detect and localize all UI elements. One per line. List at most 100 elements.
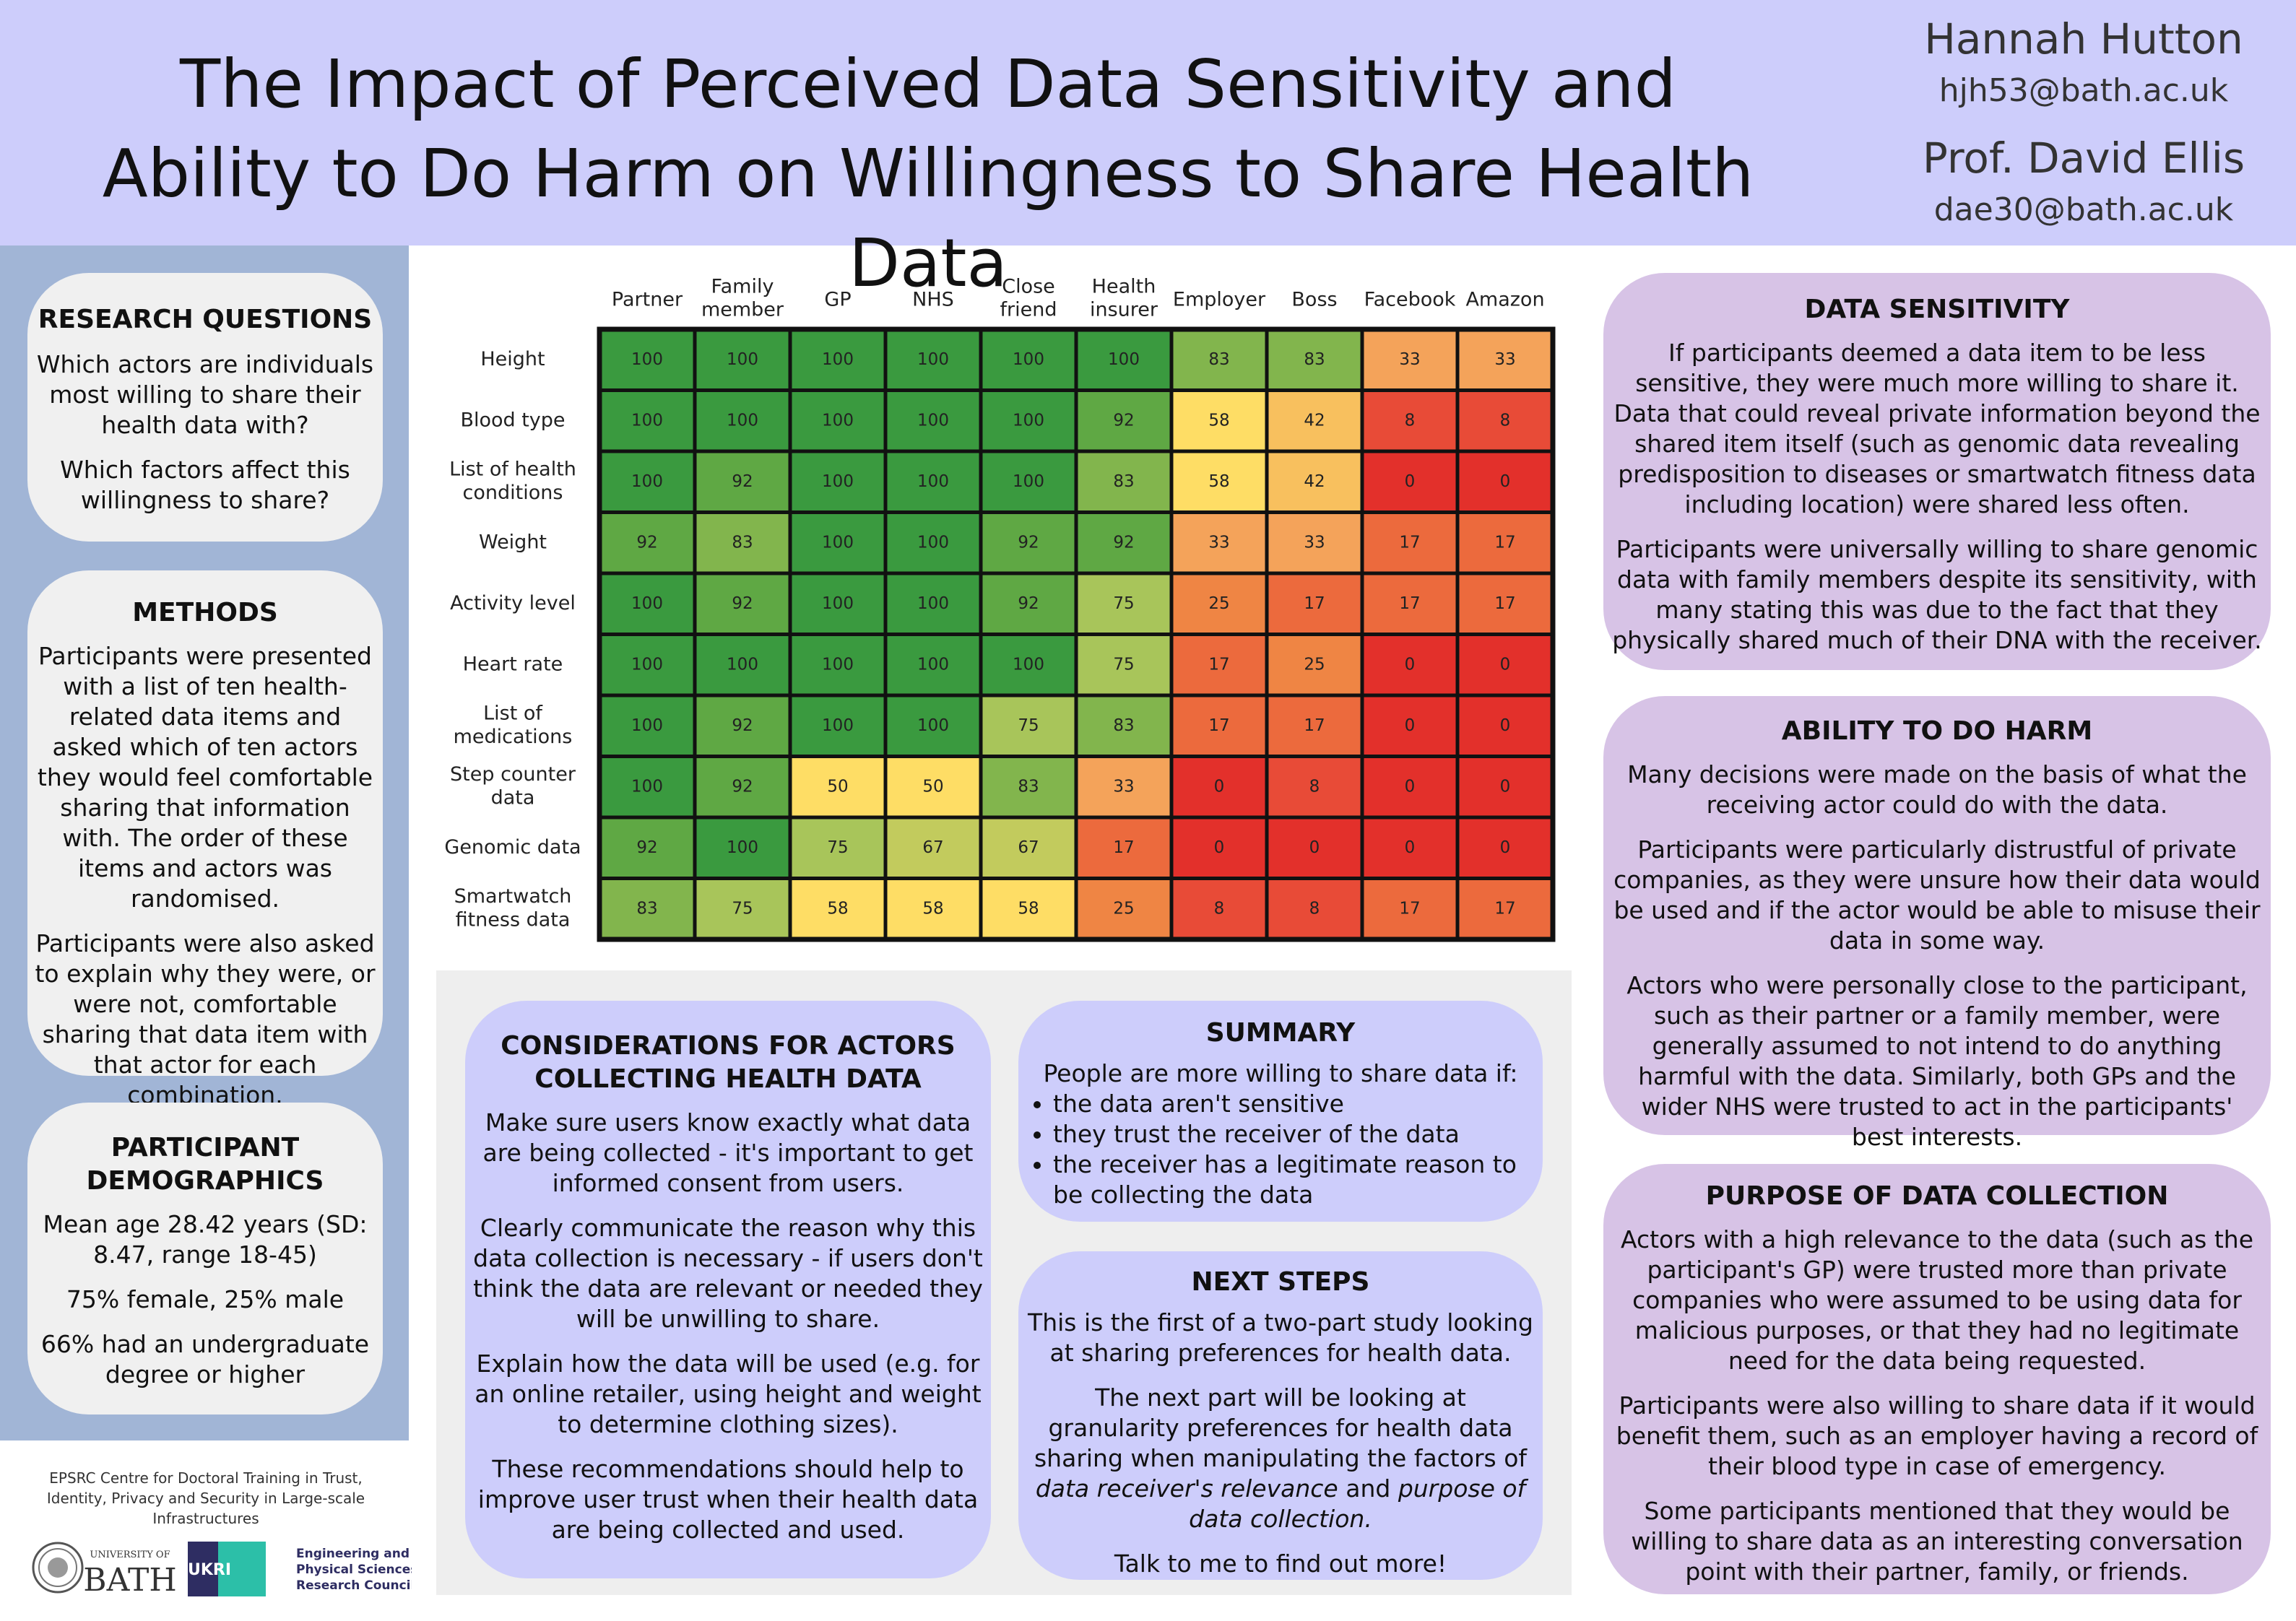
heatmap-cell-value: 100: [822, 411, 854, 430]
heatmap-cell: [1360, 388, 1460, 453]
considerations-box: CONSIDERATIONS FOR ACTORS COLLECTING HEA…: [465, 1001, 991, 1578]
heatmap-row-label: Heart rate: [463, 653, 563, 675]
heatmap-row-label: List of: [483, 703, 543, 725]
heatmap-cell-value: 100: [917, 472, 949, 491]
heatmap-cell-value: 58: [827, 899, 848, 918]
heatmap-row-label: Blood type: [460, 409, 565, 431]
heatmap-cell-value: 17: [1113, 838, 1134, 857]
heatmap-cell: [1455, 571, 1555, 636]
heatmap-row-label: Step counter: [450, 763, 576, 786]
heatmap-cell: [693, 327, 792, 392]
heatmap-cell-value: 83: [1304, 350, 1325, 369]
heatmap-cell-value: 92: [636, 838, 657, 857]
heatmap-cell-value: 75: [1113, 594, 1134, 613]
demographics-heading-line-1: PARTICIPANT: [111, 1133, 300, 1162]
heatmap-cell: [979, 633, 1078, 697]
heatmap-cell: [1074, 449, 1174, 514]
heatmap-cell-value: 83: [1018, 777, 1039, 796]
heatmap-cell-value: 25: [1208, 594, 1229, 613]
heatmap-row-label: Height: [480, 348, 545, 370]
heatmap-cell-value: 33: [1399, 350, 1420, 369]
heatmap-cell-value: 33: [1208, 533, 1229, 552]
considerations-heading-line-1: CONSIDERATIONS FOR ACTORS: [501, 1031, 956, 1061]
heatmap-cell-value: 100: [917, 533, 949, 552]
heatmap-cell-value: 100: [1108, 350, 1140, 369]
ukri-text: UKRI: [188, 1561, 231, 1579]
data-sensitivity-paragraph-1: If participants deemed a data item to be…: [1613, 339, 2261, 518]
heatmap-row-label: medications: [454, 726, 573, 748]
heatmap-cell-value: 0: [1405, 655, 1416, 674]
heatmap-cell-value: 75: [1113, 655, 1134, 674]
heatmap-cell-value: 0: [1309, 838, 1320, 857]
epsrc-logo: Engineering and Physical Sciences Resear…: [296, 1547, 412, 1593]
next-steps-text-and: and: [1338, 1474, 1398, 1503]
heatmap-cell: [1455, 449, 1555, 514]
heatmap-cell: [597, 571, 697, 636]
next-steps-paragraph-3: Talk to me to find out more!: [1114, 1550, 1447, 1578]
heatmap-cell-value: 8: [1309, 777, 1320, 796]
heatmap-cell: [1360, 510, 1460, 575]
heatmap-cell-value: 100: [822, 655, 854, 674]
demographics-heading-line-2: DEMOGRAPHICS: [86, 1166, 324, 1196]
heatmap-cell-value: 100: [631, 655, 663, 674]
heatmap-cell-value: 17: [1304, 594, 1325, 613]
heatmap-cell-value: 67: [922, 838, 943, 857]
heatmap-cell-value: 58: [1208, 472, 1229, 491]
heatmap-row-label: data: [491, 786, 535, 809]
heatmap-cell-value: 67: [1018, 838, 1039, 857]
methods-box: METHODS Participants were presented with…: [27, 570, 383, 1109]
heatmap-cell-value: 17: [1208, 716, 1229, 735]
heatmap-cell-value: 83: [1208, 350, 1229, 369]
heatmap-column-label: Boss: [1291, 289, 1337, 311]
heatmap-cell-value: 0: [1500, 838, 1511, 857]
heatmap-cell-value: 50: [922, 777, 943, 796]
heatmap-cell-value: 17: [1494, 594, 1515, 613]
heatmap-cell: [1074, 510, 1174, 575]
heatmap-cell-value: 42: [1304, 472, 1325, 491]
heatmap-cell-value: 0: [1214, 838, 1225, 857]
heatmap-cell-value: 0: [1405, 838, 1416, 857]
heatmap-cell-value: 83: [1113, 716, 1134, 735]
heatmap-column-label: GP: [824, 289, 851, 311]
ability-harm-heading: ABILITY TO DO HARM: [1781, 716, 2093, 746]
heatmap-cell: [1074, 815, 1174, 880]
author-2-name: Prof. David Ellis: [1922, 134, 2245, 183]
summary-heading: SUMMARY: [1205, 1018, 1356, 1048]
ability-harm-paragraph-2: Participants were particularly distrustf…: [1613, 835, 2261, 955]
heatmap-cell-value: 92: [732, 777, 753, 796]
heatmap-cell-value: 75: [732, 899, 753, 918]
considerations-paragraph-2: Clearly communicate the reason why this …: [473, 1214, 983, 1333]
data-sensitivity-box: DATA SENSITIVITY If participants deemed …: [1603, 273, 2271, 670]
heatmap-cell-value: 25: [1113, 899, 1134, 918]
heatmap-cell-value: 17: [1494, 899, 1515, 918]
heatmap-cell: [979, 755, 1078, 820]
methods-paragraph-1: Participants were presented with a list …: [37, 642, 373, 913]
heatmap-cell-value: 100: [727, 655, 758, 674]
heatmap-cell-value: 100: [631, 716, 663, 735]
research-question-2: Which factors affect this willingness to…: [60, 456, 350, 514]
epsrc-line-2: Physical Sciences: [296, 1563, 412, 1577]
heatmap-cell: [979, 449, 1078, 514]
author-2-email[interactable]: dae30@bath.ac.uk: [1933, 191, 2234, 228]
heatmap-cell: [1455, 327, 1555, 392]
heatmap-cell-value: 92: [732, 472, 753, 491]
heatmap-cell: [693, 815, 792, 880]
heatmap-cell-value: 100: [631, 594, 663, 613]
considerations-paragraph-3: Explain how the data will be used (e.g. …: [475, 1350, 982, 1438]
heatmap-cell: [979, 388, 1078, 453]
heatmap-column-label: member: [701, 299, 784, 321]
heatmap-row-label: Weight: [479, 531, 547, 553]
heatmap-row-label: List of health: [449, 459, 576, 481]
heatmap-cell-value: 0: [1500, 716, 1511, 735]
heatmap-column-label: Partner: [612, 289, 683, 311]
heatmap-cell-value: 25: [1304, 655, 1325, 674]
poster-title: The Impact of Perceived Data Sensitivity…: [14, 40, 1842, 308]
heatmap-cell-value: 8: [1500, 411, 1511, 430]
summary-bullet-3: the receiver has a legitimate reason to …: [1053, 1150, 1530, 1210]
author-1-email[interactable]: hjh53@bath.ac.uk: [1938, 72, 2229, 109]
heatmap-cell: [1455, 693, 1555, 758]
heatmap-cell-value: 92: [1113, 411, 1134, 430]
heatmap-cells: 100 100 100 100 100 100 83 83 33 33 100 100 100 100 10…: [597, 326, 1556, 942]
heatmap-cell-value: 92: [1113, 533, 1134, 552]
heatmap-cell-value: 83: [636, 899, 657, 918]
